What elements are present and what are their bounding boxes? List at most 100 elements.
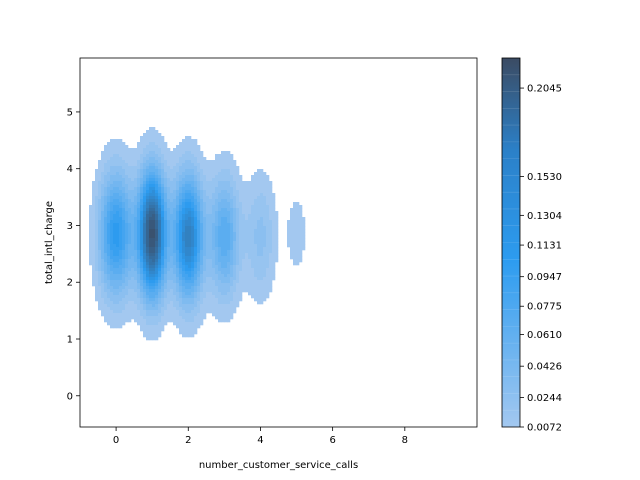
density-cell bbox=[149, 181, 153, 185]
density-cell bbox=[95, 280, 99, 284]
density-cell bbox=[203, 169, 207, 173]
density-cell bbox=[92, 259, 96, 263]
density-cell bbox=[134, 316, 138, 320]
density-cell bbox=[218, 286, 222, 290]
density-cell bbox=[131, 271, 135, 275]
density-cell bbox=[107, 280, 111, 284]
density-cell bbox=[212, 181, 216, 185]
density-cell bbox=[161, 268, 165, 272]
density-cell bbox=[182, 331, 186, 335]
density-cell bbox=[215, 289, 219, 293]
density-cell bbox=[182, 295, 186, 299]
density-cell bbox=[293, 211, 297, 215]
density-cell bbox=[188, 214, 192, 218]
density-cell bbox=[167, 283, 171, 287]
density-cell bbox=[140, 220, 144, 224]
density-cell bbox=[146, 289, 150, 293]
density-cell bbox=[110, 250, 114, 254]
density-cell bbox=[266, 202, 270, 206]
density-cell bbox=[176, 301, 180, 305]
density-cell bbox=[230, 301, 234, 305]
density-cell bbox=[269, 274, 273, 278]
density-cell bbox=[185, 229, 189, 233]
density-cell bbox=[215, 253, 219, 257]
density-cell bbox=[254, 205, 258, 209]
density-cell bbox=[167, 304, 171, 308]
density-cell bbox=[152, 238, 156, 242]
density-cell bbox=[119, 262, 123, 266]
density-cell bbox=[185, 325, 189, 329]
density-cell bbox=[119, 193, 123, 197]
density-cell bbox=[116, 181, 120, 185]
density-cell bbox=[221, 214, 225, 218]
density-cell bbox=[206, 205, 210, 209]
density-cell bbox=[107, 295, 111, 299]
density-cell bbox=[158, 205, 162, 209]
density-cell bbox=[221, 268, 225, 272]
density-cell bbox=[164, 265, 168, 269]
density-cell bbox=[101, 157, 105, 161]
density-cell bbox=[173, 184, 177, 188]
density-cell bbox=[215, 166, 219, 170]
density-cell bbox=[116, 211, 120, 215]
density-cell bbox=[92, 223, 96, 227]
density-cell bbox=[125, 253, 129, 257]
density-cell bbox=[185, 322, 189, 326]
density-cell bbox=[218, 175, 222, 179]
density-cell bbox=[236, 175, 240, 179]
density-cell bbox=[230, 286, 234, 290]
density-cell bbox=[116, 223, 120, 227]
density-cell bbox=[227, 295, 231, 299]
density-cell bbox=[137, 250, 141, 254]
density-cell bbox=[113, 313, 117, 317]
density-cell bbox=[170, 319, 174, 323]
density-cell bbox=[245, 187, 249, 191]
density-cell bbox=[302, 244, 306, 248]
density-cell bbox=[122, 289, 126, 293]
density-cell bbox=[152, 322, 156, 326]
density-cell bbox=[221, 151, 225, 155]
density-cell bbox=[146, 262, 150, 266]
density-cell bbox=[263, 205, 267, 209]
density-cell bbox=[260, 265, 264, 269]
density-cell bbox=[206, 301, 210, 305]
density-cell bbox=[92, 253, 96, 257]
density-cell bbox=[260, 196, 264, 200]
density-cell bbox=[155, 271, 159, 275]
density-cell bbox=[134, 301, 138, 305]
x-tick-label-1: 2 bbox=[185, 435, 191, 446]
density-cell bbox=[155, 202, 159, 206]
density-cell bbox=[200, 172, 204, 176]
density-cell bbox=[119, 238, 123, 242]
density-cell bbox=[164, 166, 168, 170]
density-cell bbox=[128, 226, 132, 230]
density-cell bbox=[197, 202, 201, 206]
density-cell bbox=[191, 289, 195, 293]
density-cell bbox=[224, 247, 228, 251]
density-cell bbox=[143, 136, 147, 140]
density-cell bbox=[140, 310, 144, 314]
density-cell bbox=[185, 142, 189, 146]
density-cell bbox=[152, 220, 156, 224]
density-cell bbox=[110, 217, 114, 221]
density-cell bbox=[233, 298, 237, 302]
density-cell bbox=[131, 259, 135, 263]
density-cell bbox=[197, 211, 201, 215]
density-cell bbox=[149, 322, 153, 326]
density-cell bbox=[254, 187, 258, 191]
density-cell bbox=[236, 199, 240, 203]
density-cell bbox=[191, 283, 195, 287]
density-cell bbox=[137, 148, 141, 152]
density-cell bbox=[113, 262, 117, 266]
density-cell bbox=[143, 196, 147, 200]
density-cell bbox=[173, 265, 177, 269]
density-cell bbox=[107, 223, 111, 227]
density-cell bbox=[206, 214, 210, 218]
density-cell bbox=[215, 241, 219, 245]
density-cell bbox=[155, 193, 159, 197]
density-cell bbox=[173, 304, 177, 308]
density-cell bbox=[152, 289, 156, 293]
density-cell bbox=[260, 280, 264, 284]
density-cell bbox=[164, 256, 168, 260]
density-cell bbox=[131, 172, 135, 176]
